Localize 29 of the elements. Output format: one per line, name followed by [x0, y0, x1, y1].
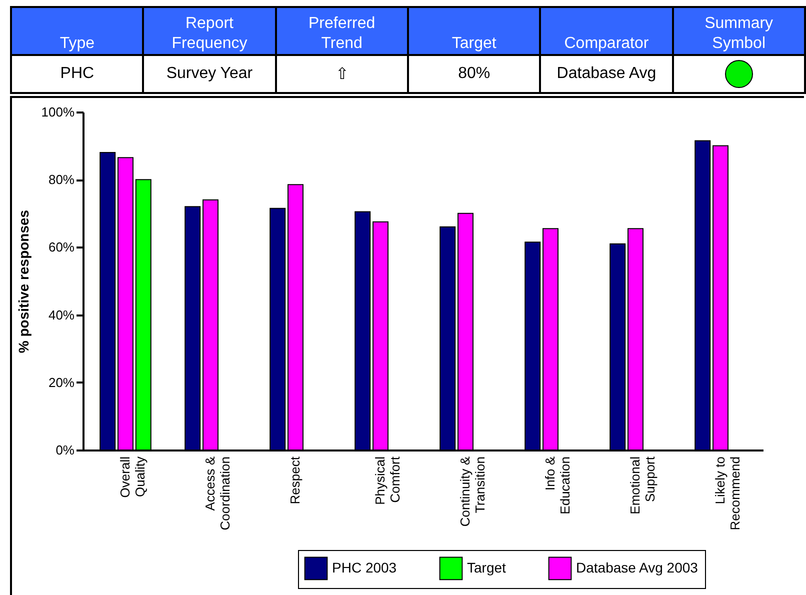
text: Preferred Trend	[276, 7, 408, 55]
text: Summary Symbol	[672, 7, 805, 55]
legend-label: Target	[467, 559, 506, 576]
y-tick-label: 60%	[48, 240, 75, 255]
x-tick-label: Emotional Support	[628, 456, 658, 514]
text: 80%	[408, 55, 540, 93]
y-tick-label: 0%	[56, 442, 75, 458]
y-tick-label: 100%	[41, 104, 75, 120]
text: Type	[11, 7, 144, 55]
text: Comparator	[540, 7, 673, 55]
legend-label: PHC 2003	[332, 559, 397, 576]
text: Report Frequency	[143, 7, 276, 55]
text: PHC	[11, 55, 144, 93]
text: ⇧	[276, 55, 408, 93]
x-tick-label: Info & Education	[542, 456, 572, 514]
y-axis-title: % positive responses	[15, 210, 32, 354]
x-tick-label: Physical Comfort	[372, 456, 402, 505]
x-tick-label: Likely to Recommend	[712, 456, 742, 530]
text: Survey Year	[143, 55, 276, 93]
text: Database Avg	[540, 55, 673, 93]
y-tick-label: 20%	[48, 374, 75, 390]
x-tick-label: Continuity & Transition	[458, 456, 488, 527]
legend-label: Database Avg 2003	[576, 559, 698, 576]
text: Target	[408, 7, 540, 55]
x-tick-label: Access & Coordination	[202, 456, 232, 530]
y-tick-label: 40%	[48, 307, 75, 322]
x-tick-label: Overall Quality	[118, 456, 148, 498]
y-tick-label: 80%	[48, 172, 75, 188]
x-tick-label: Respect	[288, 456, 302, 504]
